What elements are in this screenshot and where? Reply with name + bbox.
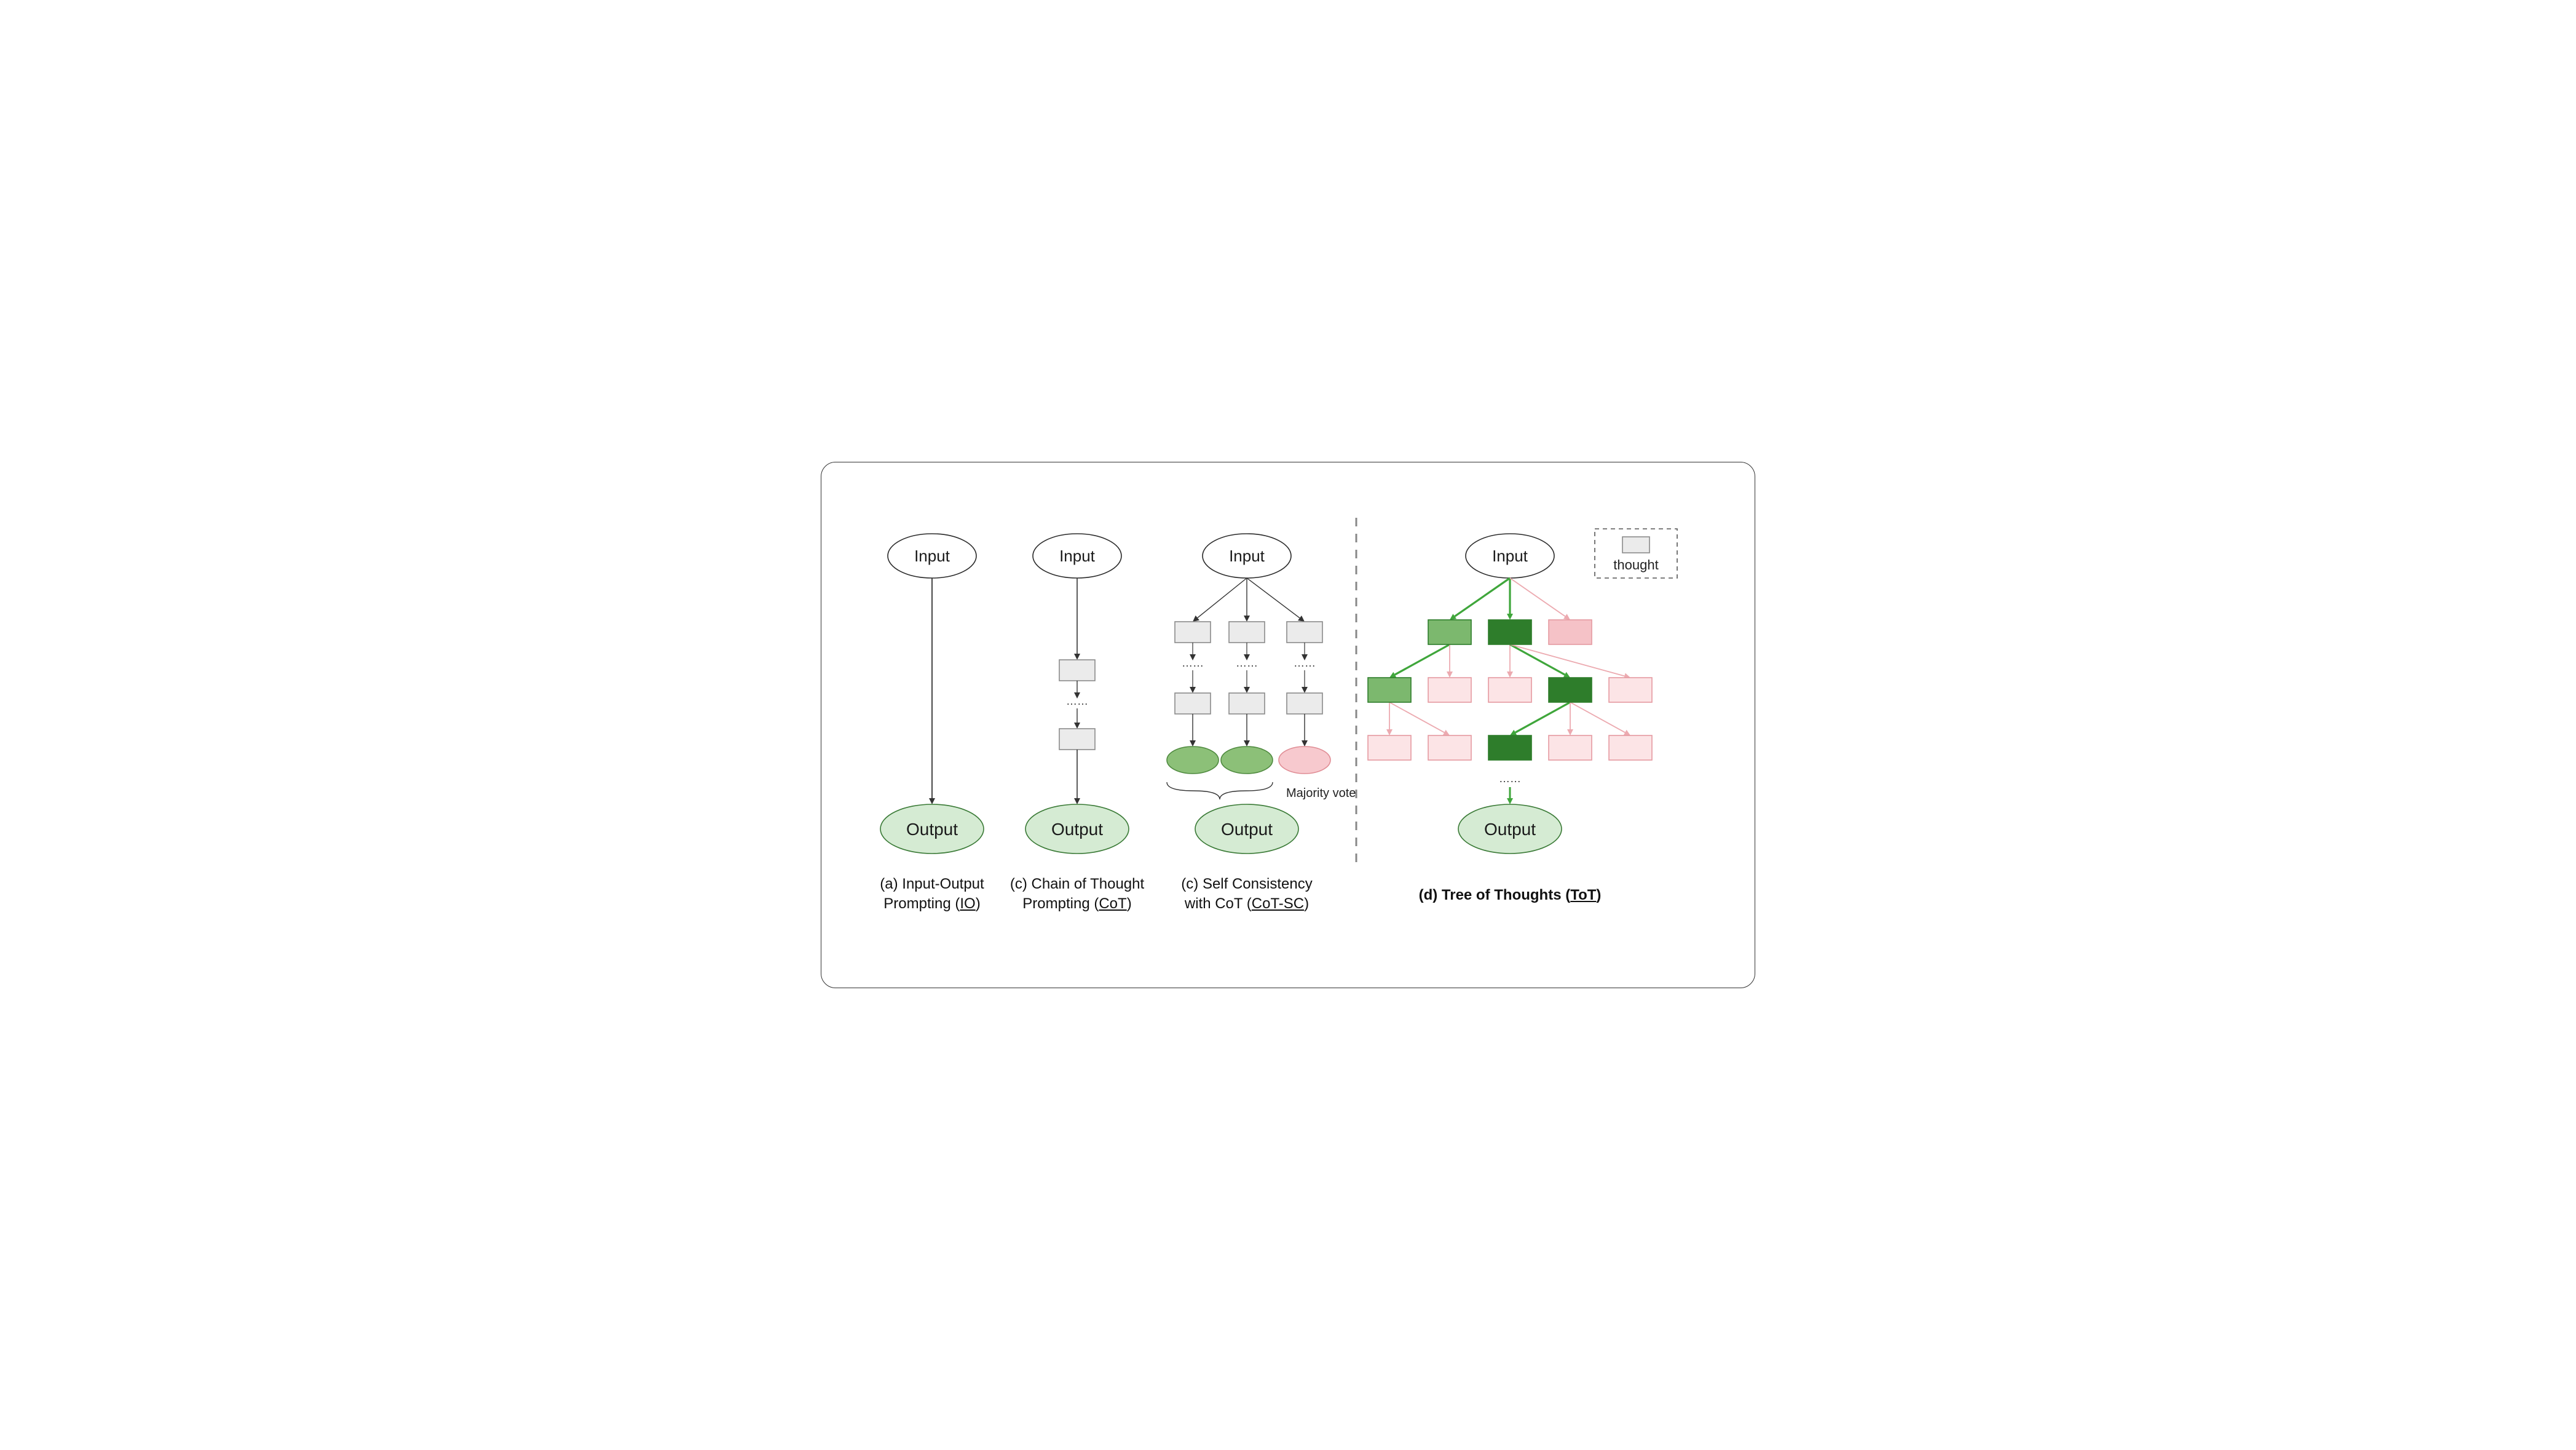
c-midarrow-1-head <box>1244 687 1250 693</box>
c-r1-2 <box>1287 622 1322 643</box>
d-r1-0 <box>1428 620 1471 644</box>
d-edge-2 <box>1510 578 1565 616</box>
d-r2-4 <box>1609 678 1652 702</box>
d-edge-7 <box>1510 644 1624 676</box>
d-r3-4 <box>1609 735 1652 760</box>
d-r2-3 <box>1549 678 1592 702</box>
d-edge-0 <box>1455 578 1510 616</box>
c-to-small-2-head <box>1302 740 1308 747</box>
caption-c: (c) Self Consistency with CoT (CoT-SC) <box>1167 874 1327 914</box>
d-edge-1-head <box>1507 614 1513 620</box>
d-edge-4-head <box>1447 672 1453 678</box>
c-midarrow-2-head <box>1302 687 1308 693</box>
caption-d: (d) Tree of Thoughts (ToT) <box>1399 885 1621 905</box>
d-r1-2 <box>1549 620 1592 644</box>
d-r1-1 <box>1488 620 1531 644</box>
c-to-small-1-head <box>1244 740 1250 747</box>
c-r2-2 <box>1287 693 1322 714</box>
c-brace <box>1167 782 1273 799</box>
c-output-label: Output <box>1221 820 1273 839</box>
b-arrow-3-head <box>1074 723 1080 729</box>
c-branch-0-head <box>1193 616 1199 622</box>
b-dots: …… <box>1066 695 1088 707</box>
b-thought-1 <box>1059 660 1095 681</box>
diagram-frame: Input Output Input …… Output Input …… …… …… Major… <box>821 462 1755 988</box>
b-input-label: Input <box>1059 547 1096 565</box>
c-r2-0 <box>1175 693 1211 714</box>
d-dots: …… <box>1499 772 1521 785</box>
c-majority-vote-label: Majority vote <box>1286 786 1356 800</box>
caption-b: (c) Chain of Thought Prompting (CoT) <box>1003 874 1151 914</box>
d-arrow-final-head <box>1507 798 1513 804</box>
c-vote-1 <box>1221 747 1273 774</box>
c-branch-0 <box>1198 578 1247 618</box>
d-edge-10 <box>1515 702 1570 732</box>
c-r2-1 <box>1229 693 1265 714</box>
d-r2-2 <box>1488 678 1531 702</box>
d-edge-9 <box>1389 702 1444 732</box>
d-edge-11-head <box>1567 729 1573 735</box>
a-input-label: Input <box>914 547 950 565</box>
b-arrow-4-head <box>1074 798 1080 804</box>
d-input-label: Input <box>1492 547 1528 565</box>
c-r1-1 <box>1229 622 1265 643</box>
d-edge-5-head <box>1507 672 1513 678</box>
d-r3-2 <box>1488 735 1531 760</box>
c-branch-1-head <box>1244 616 1250 622</box>
a-output-label: Output <box>906 820 958 839</box>
d-edge-6 <box>1510 644 1565 675</box>
d-output-label: Output <box>1484 820 1536 839</box>
a-arrow-head <box>929 798 935 804</box>
d-edge-8-head <box>1386 729 1393 735</box>
c-input-label: Input <box>1229 547 1265 565</box>
c-dots-1: …… <box>1236 657 1258 669</box>
d-r3-3 <box>1549 735 1592 760</box>
c-dots-0: …… <box>1182 657 1204 669</box>
c-branch-2 <box>1247 578 1300 618</box>
d-edge-12 <box>1570 702 1625 732</box>
caption-a: (a) Input-Output Prompting (IO) <box>871 874 994 914</box>
c-midarrow-0-head <box>1190 687 1196 693</box>
b-thought-2 <box>1059 729 1095 750</box>
legend-thought-box <box>1622 537 1650 553</box>
c-to-small-0-head <box>1190 740 1196 747</box>
b-arrow-1-head <box>1074 654 1080 660</box>
c-dots-2: …… <box>1294 657 1316 669</box>
d-r2-0 <box>1368 678 1411 702</box>
d-edge-2-head <box>1563 614 1570 620</box>
c-r1-0 <box>1175 622 1211 643</box>
d-r2-1 <box>1428 678 1471 702</box>
b-output-label: Output <box>1051 820 1103 839</box>
d-r3-1 <box>1428 735 1471 760</box>
legend-label: thought <box>1613 557 1658 572</box>
d-r3-0 <box>1368 735 1411 760</box>
c-branch-2-head <box>1298 616 1305 622</box>
d-edge-3 <box>1395 644 1450 675</box>
c-vote-2 <box>1279 747 1330 774</box>
c-vote-0 <box>1167 747 1219 774</box>
